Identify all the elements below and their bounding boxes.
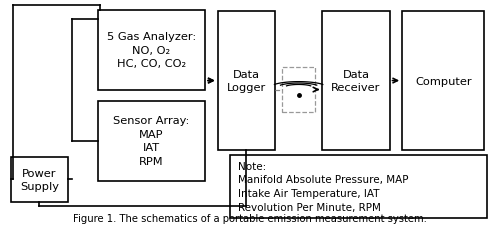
Text: Power
Supply: Power Supply <box>20 168 59 191</box>
FancyBboxPatch shape <box>282 68 315 112</box>
FancyBboxPatch shape <box>98 101 205 181</box>
FancyBboxPatch shape <box>322 12 390 151</box>
FancyBboxPatch shape <box>10 157 68 202</box>
Text: Figure 1. The schematics of a portable emission measurement system.: Figure 1. The schematics of a portable e… <box>73 213 427 223</box>
FancyBboxPatch shape <box>230 155 487 218</box>
Text: Computer: Computer <box>415 76 472 86</box>
Text: Data
Logger: Data Logger <box>226 70 266 93</box>
Text: Note:
Manifold Absolute Pressure, MAP
Intake Air Temperature, IAT
Revolution Per: Note: Manifold Absolute Pressure, MAP In… <box>238 161 408 212</box>
FancyBboxPatch shape <box>218 12 275 151</box>
Text: Data
Receiver: Data Receiver <box>332 70 380 93</box>
Text: Sensor Array:
MAP
IAT
RPM: Sensor Array: MAP IAT RPM <box>114 116 190 166</box>
FancyBboxPatch shape <box>402 12 484 151</box>
FancyBboxPatch shape <box>98 11 205 90</box>
Text: 5 Gas Analyzer:
NO, O₂
HC, CO, CO₂: 5 Gas Analyzer: NO, O₂ HC, CO, CO₂ <box>107 32 196 69</box>
